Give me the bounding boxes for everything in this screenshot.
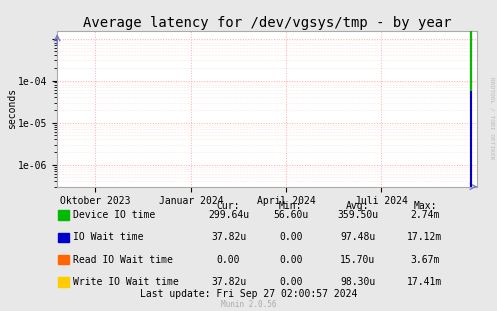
Text: 0.00: 0.00 bbox=[279, 232, 303, 242]
Text: Read IO Wait time: Read IO Wait time bbox=[73, 255, 173, 265]
Text: RRDTOOL / TOBI OETIKER: RRDTOOL / TOBI OETIKER bbox=[490, 77, 495, 160]
Title: Average latency for /dev/vgsys/tmp - by year: Average latency for /dev/vgsys/tmp - by … bbox=[83, 16, 451, 30]
Text: IO Wait time: IO Wait time bbox=[73, 232, 144, 242]
Text: 37.82u: 37.82u bbox=[211, 232, 246, 242]
Text: Min:: Min: bbox=[279, 201, 303, 211]
Y-axis label: seconds: seconds bbox=[6, 88, 17, 129]
Text: 3.67m: 3.67m bbox=[410, 255, 440, 265]
Text: Munin 2.0.56: Munin 2.0.56 bbox=[221, 300, 276, 309]
Text: Last update: Fri Sep 27 02:00:57 2024: Last update: Fri Sep 27 02:00:57 2024 bbox=[140, 289, 357, 299]
Text: 359.50u: 359.50u bbox=[337, 210, 378, 220]
Text: 299.64u: 299.64u bbox=[208, 210, 249, 220]
Text: 15.70u: 15.70u bbox=[340, 255, 375, 265]
Text: 56.60u: 56.60u bbox=[273, 210, 308, 220]
Text: Max:: Max: bbox=[413, 201, 437, 211]
Text: 37.82u: 37.82u bbox=[211, 277, 246, 287]
Text: 0.00: 0.00 bbox=[279, 277, 303, 287]
Text: Write IO Wait time: Write IO Wait time bbox=[73, 277, 179, 287]
Text: 97.48u: 97.48u bbox=[340, 232, 375, 242]
Text: 17.12m: 17.12m bbox=[408, 232, 442, 242]
Text: 17.41m: 17.41m bbox=[408, 277, 442, 287]
Text: 0.00: 0.00 bbox=[279, 255, 303, 265]
Text: Device IO time: Device IO time bbox=[73, 210, 155, 220]
Text: Avg:: Avg: bbox=[346, 201, 370, 211]
Text: 98.30u: 98.30u bbox=[340, 277, 375, 287]
Text: 2.74m: 2.74m bbox=[410, 210, 440, 220]
Text: 0.00: 0.00 bbox=[217, 255, 241, 265]
Text: Cur:: Cur: bbox=[217, 201, 241, 211]
